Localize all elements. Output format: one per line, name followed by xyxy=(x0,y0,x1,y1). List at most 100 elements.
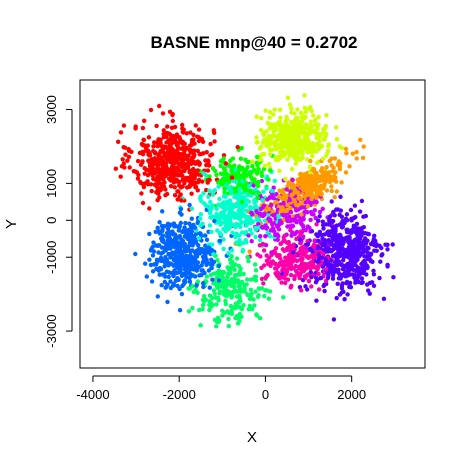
data-point xyxy=(164,130,170,136)
data-point xyxy=(206,245,212,250)
data-point xyxy=(262,211,267,216)
data-point xyxy=(303,182,308,187)
data-point xyxy=(237,164,242,169)
data-point xyxy=(342,297,347,302)
data-point xyxy=(363,248,368,253)
data-point xyxy=(329,267,334,272)
data-point xyxy=(233,315,238,321)
data-point xyxy=(252,303,257,308)
data-point xyxy=(391,275,396,280)
data-point xyxy=(196,177,202,183)
data-point xyxy=(220,308,225,313)
data-point xyxy=(302,172,307,177)
y-axis: -3000 -1000 0 1000 3000 xyxy=(44,95,73,348)
data-point xyxy=(269,202,274,208)
data-point xyxy=(260,198,265,203)
data-point xyxy=(227,185,232,191)
data-point xyxy=(220,275,225,280)
data-point xyxy=(172,124,178,130)
data-point xyxy=(118,174,123,179)
data-point xyxy=(239,306,245,312)
y-tick-label: -1000 xyxy=(44,241,59,274)
data-point xyxy=(208,141,213,147)
data-point xyxy=(341,254,346,259)
data-point xyxy=(355,226,360,231)
data-point xyxy=(201,284,206,290)
data-point xyxy=(271,213,276,218)
data-point xyxy=(258,254,263,259)
data-point xyxy=(271,260,276,266)
data-point xyxy=(234,231,239,236)
data-point xyxy=(133,251,138,257)
data-point xyxy=(141,137,147,143)
data-point xyxy=(334,239,339,245)
data-point xyxy=(285,224,290,229)
data-point xyxy=(296,141,301,147)
data-point xyxy=(205,180,210,185)
data-point xyxy=(173,278,179,283)
data-point xyxy=(273,145,278,150)
data-point xyxy=(301,251,306,257)
data-point xyxy=(237,269,242,274)
data-point xyxy=(334,295,339,301)
data-point xyxy=(287,153,292,158)
data-point xyxy=(264,129,269,134)
data-point xyxy=(303,275,308,280)
data-point xyxy=(207,206,212,212)
data-point xyxy=(243,202,249,208)
data-point xyxy=(263,288,268,293)
data-point xyxy=(276,274,281,279)
data-point xyxy=(187,202,192,208)
data-point xyxy=(338,239,344,244)
data-point xyxy=(221,291,227,297)
data-point xyxy=(289,106,294,111)
data-point xyxy=(248,287,254,292)
data-point xyxy=(165,153,171,158)
data-point xyxy=(187,257,192,262)
data-point xyxy=(280,247,286,252)
data-point xyxy=(253,289,258,294)
data-point xyxy=(151,240,156,245)
data-point xyxy=(301,244,306,250)
data-point xyxy=(317,229,323,235)
data-point xyxy=(249,307,255,312)
data-point xyxy=(311,113,316,118)
data-point xyxy=(308,270,313,275)
data-point xyxy=(203,243,208,248)
data-point xyxy=(302,114,307,119)
data-point xyxy=(229,248,235,253)
data-point xyxy=(157,220,162,225)
data-point xyxy=(205,158,211,163)
data-point xyxy=(262,163,268,168)
data-point xyxy=(338,234,343,239)
data-point xyxy=(249,220,254,225)
data-point xyxy=(178,246,183,252)
data-point xyxy=(221,153,227,158)
data-point xyxy=(225,291,231,296)
data-point xyxy=(322,181,327,186)
data-point xyxy=(162,279,167,285)
data-point xyxy=(305,187,310,192)
data-point xyxy=(226,267,232,273)
data-point xyxy=(222,288,227,293)
data-point xyxy=(344,229,350,235)
data-point xyxy=(267,142,272,147)
data-point xyxy=(297,120,303,125)
data-point xyxy=(313,131,318,136)
data-point xyxy=(198,323,203,328)
data-point xyxy=(308,105,313,110)
data-point xyxy=(302,105,307,111)
data-point xyxy=(295,136,300,142)
data-point xyxy=(214,284,220,289)
data-point xyxy=(153,229,158,234)
data-point xyxy=(266,177,271,182)
data-point xyxy=(222,167,228,173)
data-point xyxy=(172,185,177,190)
data-point xyxy=(194,283,199,288)
data-point xyxy=(212,291,217,296)
data-point xyxy=(225,214,230,219)
data-point xyxy=(192,175,197,180)
data-point xyxy=(221,179,227,184)
data-point xyxy=(165,299,170,305)
data-point xyxy=(183,260,188,265)
